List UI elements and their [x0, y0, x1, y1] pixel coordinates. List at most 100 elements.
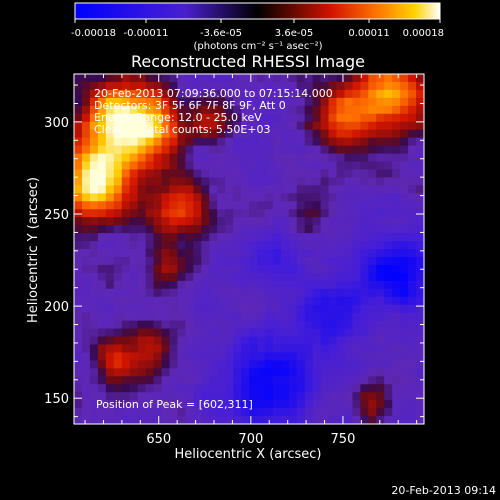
heatmap-cell — [416, 113, 425, 123]
heatmap-cell — [408, 312, 417, 322]
heatmap-cell — [249, 129, 258, 139]
heatmap-cell — [105, 225, 115, 234]
heatmap-cell — [169, 153, 178, 163]
heatmap-cell — [312, 249, 322, 258]
heatmap-cell — [74, 105, 83, 115]
heatmap-cell — [153, 105, 163, 115]
heatmap-cell — [81, 249, 91, 258]
heatmap-cell — [296, 280, 306, 290]
heatmap-cell — [376, 113, 385, 123]
heatmap-cell — [233, 185, 242, 194]
heatmap-cell — [280, 344, 290, 353]
heatmap-cell — [336, 256, 346, 266]
heatmap-cell — [169, 408, 178, 417]
heatmap-cell — [416, 408, 425, 417]
heatmap-cell — [344, 288, 353, 298]
heatmap-cell — [352, 256, 361, 266]
heatmap-cell — [376, 225, 385, 234]
heatmap-cell — [217, 113, 226, 123]
heatmap-cell — [217, 249, 226, 258]
heatmap-cell — [312, 217, 322, 226]
heatmap-cell — [145, 105, 155, 115]
heatmap-cell — [193, 368, 202, 377]
heatmap-cell — [344, 137, 353, 147]
heatmap-cell — [97, 368, 107, 377]
heatmap-cell — [392, 272, 401, 282]
heatmap-cell — [249, 137, 258, 147]
heatmap-cell — [344, 400, 353, 409]
heatmap-cell — [360, 400, 369, 409]
heatmap-cell — [74, 272, 83, 282]
heatmap-cell — [280, 272, 290, 282]
heatmap-cell — [74, 344, 83, 353]
heatmap-cell — [193, 392, 202, 401]
heatmap-cell — [201, 272, 210, 282]
heatmap-cell — [105, 177, 115, 186]
heatmap-cell — [153, 169, 163, 178]
heatmap-cell — [320, 185, 330, 194]
heatmap-cell — [249, 312, 258, 322]
heatmap-cell — [360, 392, 369, 401]
heatmap-cell — [209, 328, 218, 338]
heatmap-cell — [113, 225, 123, 234]
heatmap-cell — [368, 304, 377, 314]
heatmap-cell — [384, 392, 393, 401]
heatmap-cell — [280, 81, 290, 91]
heatmap-cell — [312, 121, 322, 131]
heatmap-cell — [360, 360, 369, 369]
heatmap-cell — [336, 145, 346, 155]
heatmap-cell — [336, 360, 346, 369]
heatmap-cell — [312, 360, 322, 369]
heatmap-cell — [233, 328, 242, 338]
heatmap-cell — [304, 408, 314, 417]
heatmap-cell — [264, 129, 274, 139]
heatmap-cell — [336, 177, 346, 186]
heatmap-cell — [177, 368, 186, 377]
heatmap-cell — [177, 392, 186, 401]
heatmap-cell — [392, 312, 401, 322]
heatmap-cell — [209, 376, 218, 385]
heatmap-cell — [320, 113, 330, 123]
heatmap-cell — [272, 280, 282, 290]
heatmap-cell — [392, 169, 401, 178]
heatmap-cell — [296, 121, 306, 131]
heatmap-cell — [177, 97, 186, 107]
heatmap-cell — [336, 74, 346, 83]
heatmap-cell — [392, 368, 401, 377]
heatmap-cell — [74, 264, 83, 274]
heatmap-cell — [352, 320, 361, 330]
heatmap-cell — [416, 336, 425, 346]
heatmap-cell — [105, 113, 115, 123]
heatmap-cell — [352, 169, 361, 178]
heatmap-cell — [129, 169, 139, 178]
heatmap-cell — [256, 145, 266, 155]
heatmap-cell — [201, 264, 210, 274]
heatmap-cell — [121, 113, 131, 123]
heatmap-cell — [328, 249, 338, 258]
heatmap-cell — [249, 249, 258, 258]
heatmap-cell — [89, 209, 99, 218]
heatmap-cell — [97, 328, 107, 338]
heatmap-cell — [113, 249, 123, 258]
heatmap-cell — [241, 177, 250, 186]
heatmap-cell — [89, 320, 99, 330]
heatmap-cell — [336, 304, 346, 314]
heatmap-cell — [177, 177, 186, 186]
heatmap-cell — [137, 280, 147, 290]
heatmap-cell — [392, 304, 401, 314]
heatmap-cell — [241, 368, 250, 377]
heatmap-cell — [336, 312, 346, 322]
heatmap-cell — [74, 392, 83, 401]
heatmap-cell — [264, 328, 274, 338]
heatmap-cell — [201, 153, 210, 163]
heatmap-cell — [225, 217, 234, 226]
heatmap-cell — [185, 312, 194, 322]
heatmap-cell — [137, 153, 147, 163]
heatmap-cell — [360, 368, 369, 377]
heatmap-cell — [153, 161, 163, 171]
heatmap-cell — [416, 145, 425, 155]
heatmap-cell — [400, 217, 409, 226]
heatmap-cell — [233, 217, 242, 226]
heatmap-cell — [312, 105, 322, 115]
heatmap-cell — [74, 89, 83, 99]
